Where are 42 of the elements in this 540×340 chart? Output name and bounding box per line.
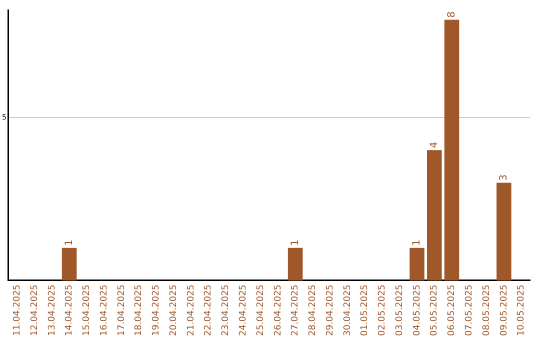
x-tick-label: 10.05.2025 [516,284,527,336]
bar [62,248,77,280]
x-tick-label: 21.04.2025 [186,284,196,336]
x-tick-label: 22.04.2025 [204,284,214,336]
data-label: 8 [446,11,458,18]
data-label: 1 [64,240,75,246]
x-tick-label: 17.04.2025 [116,284,127,336]
bar [444,20,460,280]
bar [288,248,303,280]
x-tick-label: 28.04.2025 [308,284,318,336]
x-tick-label: 15.04.2025 [82,284,92,336]
x-tick-label: 23.04.2025 [221,284,232,336]
x-tick-label: 14.04.2025 [64,284,75,336]
x-tick-label: 26.04.2025 [273,284,284,336]
x-tick-label: 05.05.2025 [430,284,440,336]
x-tick-label: 01.05.2025 [360,284,370,336]
x-tick-label: 12.04.2025 [30,284,40,336]
x-tick-label: 20.04.2025 [168,284,179,336]
bar [410,248,424,280]
x-tick-label: 04.05.2025 [412,284,422,336]
x-tick-label: 19.04.2025 [152,284,162,336]
data-label: 4 [428,142,440,148]
data-label: 1 [412,240,423,246]
x-tick-label: 08.05.2025 [482,284,492,336]
x-tick-label: 18.04.2025 [134,284,144,336]
data-label: 3 [498,174,510,181]
bar [496,182,512,280]
x-tick-label: 13.04.2025 [47,284,58,336]
x-tick-label: 27.04.2025 [290,284,301,336]
x-tick-label: 02.05.2025 [378,284,388,336]
x-tick-label: 07.05.2025 [464,284,474,336]
x-tick-label: 03.05.2025 [394,284,405,336]
x-tick-label: 06.05.2025 [447,284,458,336]
x-tick-label: 30.04.2025 [342,284,353,336]
data-label: 1 [290,240,301,246]
x-tick-label: 11.04.2025 [12,284,22,336]
x-tick-label: 09.05.2025 [499,284,510,336]
x-tick-label: 29.04.2025 [325,284,336,336]
x-tick-label: 25.04.2025 [256,284,266,336]
x-tick-label: 24.04.2025 [238,284,248,336]
x-tick-label: 16.04.2025 [99,284,110,336]
bar [426,150,442,280]
